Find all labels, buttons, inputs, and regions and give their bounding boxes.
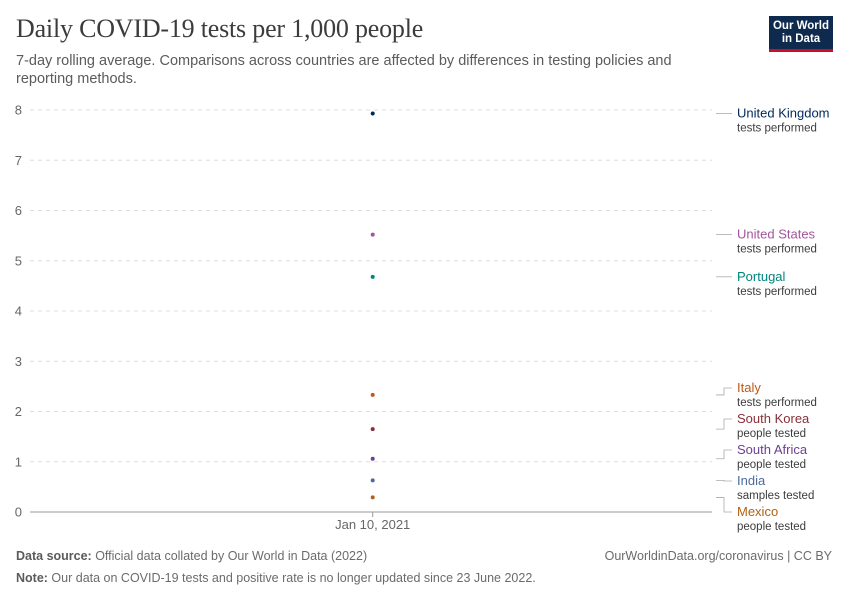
data-point bbox=[370, 232, 375, 237]
legend-connector bbox=[716, 479, 732, 482]
data-point bbox=[370, 274, 375, 279]
owid-logo[interactable]: Our World in Data bbox=[769, 16, 833, 52]
legend-connector bbox=[716, 449, 732, 460]
y-tick-label: 2 bbox=[15, 404, 22, 419]
data-points bbox=[370, 111, 375, 500]
legend-series-sublabel: samples tested bbox=[737, 490, 814, 502]
y-tick-label: 5 bbox=[15, 253, 22, 268]
logo-line-1: Our World bbox=[772, 20, 829, 32]
y-tick-label: 4 bbox=[15, 304, 22, 319]
legend: United Kingdom tests performed United Stat… bbox=[716, 106, 830, 533]
chart-area: 0 1 2 3 4 5 6 7 8 Jan 10, 2021 United Kingdom tes… bbox=[15, 103, 830, 534]
legend-series-sublabel: people tested bbox=[737, 521, 806, 533]
y-tick-label: 0 bbox=[15, 505, 22, 520]
legend-series-name: South Korea bbox=[737, 411, 810, 426]
y-tick-label: 3 bbox=[15, 354, 22, 369]
legend-series-name: United Kingdom bbox=[737, 106, 830, 121]
legend-series-sublabel: tests performed bbox=[737, 397, 817, 409]
logo-line-2: in Data bbox=[781, 33, 821, 45]
data-source: Data source: Official data collated by O… bbox=[16, 549, 367, 563]
y-axis: 0 1 2 3 4 5 6 7 8 bbox=[15, 103, 22, 520]
y-tick-label: 8 bbox=[15, 103, 22, 118]
gridlines bbox=[30, 109, 712, 513]
legend-series-name: Portugal bbox=[737, 269, 786, 284]
data-source-text: Official data collated by Our World in D… bbox=[91, 549, 368, 563]
x-tick-label: Jan 10, 2021 bbox=[335, 517, 410, 532]
legend-series-name: United States bbox=[737, 227, 816, 242]
data-point bbox=[370, 111, 375, 116]
legend-series-sublabel: people tested bbox=[737, 428, 806, 440]
legend-series-name: Italy bbox=[737, 380, 761, 395]
y-tick-label: 1 bbox=[15, 454, 22, 469]
legend-series-name: South Africa bbox=[737, 442, 808, 457]
data-note: Note: Our data on COVID-19 tests and pos… bbox=[16, 571, 536, 585]
y-tick-label: 6 bbox=[15, 203, 22, 218]
legend-series-name: Mexico bbox=[737, 504, 778, 519]
note-label: Note: bbox=[16, 571, 48, 585]
legend-connector bbox=[716, 418, 732, 430]
y-tick-label: 7 bbox=[15, 153, 22, 168]
data-point bbox=[370, 495, 375, 500]
legend-series-sublabel: tests performed bbox=[737, 244, 817, 256]
x-axis: Jan 10, 2021 bbox=[335, 512, 410, 532]
legend-series-sublabel: people tested bbox=[737, 459, 806, 471]
legend-connector bbox=[716, 387, 732, 396]
legend-series-name: India bbox=[737, 473, 766, 488]
data-point bbox=[370, 427, 375, 432]
legend-connector bbox=[716, 497, 732, 513]
legend-series-sublabel: tests performed bbox=[737, 123, 817, 135]
note-text: Our data on COVID-19 tests and positive … bbox=[47, 571, 536, 585]
data-point bbox=[370, 392, 375, 397]
chart-subtitle: 7-day rolling average. Comparisons acros… bbox=[16, 53, 672, 87]
source-url-link[interactable]: OurWorldinData.org/coronavirus | CC BY bbox=[604, 549, 832, 563]
legend-series-sublabel: tests performed bbox=[737, 286, 817, 298]
data-source-label: Data source: bbox=[16, 549, 92, 563]
chart-title: Daily COVID-19 tests per 1,000 people bbox=[16, 14, 424, 43]
data-point bbox=[370, 456, 375, 461]
data-point bbox=[370, 478, 375, 483]
